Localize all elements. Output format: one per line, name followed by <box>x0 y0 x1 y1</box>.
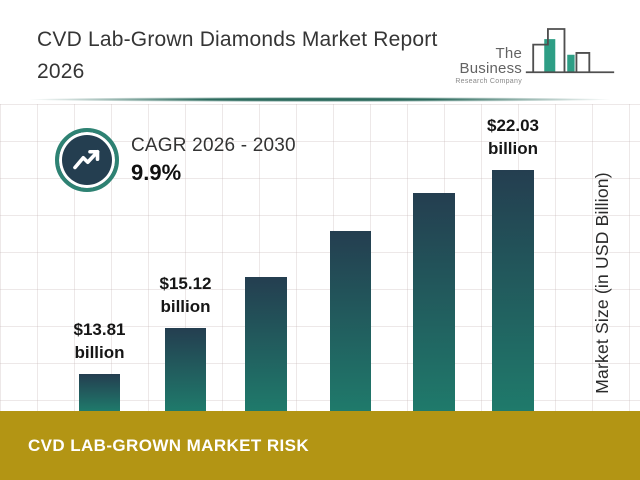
footer-banner-text: CVD LAB-GROWN MARKET RISK <box>28 435 310 455</box>
logo-company-name: The Business <box>459 45 522 77</box>
page-title-line2: 2026 <box>37 60 85 83</box>
page-title-line1: CVD Lab-Grown Diamonds Market Report <box>37 28 438 51</box>
bar-1 <box>79 374 120 411</box>
bar-value-label-1: $13.81 billion <box>73 320 126 362</box>
bar-3 <box>245 277 287 411</box>
bar-6 <box>492 170 534 411</box>
footer-banner: CVD LAB-GROWN MARKET RISK <box>0 411 640 480</box>
cagr-text: CAGR 2026 - 2030 9.9% <box>131 135 296 186</box>
cagr-badge: CAGR 2026 - 2030 9.9% <box>55 128 296 192</box>
page-title: CVD Lab-Grown Diamonds Market Report 202… <box>37 24 467 88</box>
bar-4 <box>330 231 371 411</box>
cagr-period-label: CAGR 2026 - 2030 <box>131 134 296 156</box>
header-divider <box>28 97 612 102</box>
logo-company-subname: Research Company <box>455 78 522 85</box>
logo-bars-icon <box>525 28 615 74</box>
y-axis-label: Market Size (in USD Billion) <box>592 172 612 394</box>
logo-text: The Business Research Company <box>441 46 522 85</box>
bar-chart: $13.81 billion $15.12 billion $22.03 billion <box>0 104 640 411</box>
trending-up-icon <box>55 128 119 192</box>
cagr-value: 9.9% <box>131 159 182 185</box>
bar-value-label-6: $22.03 billion <box>487 116 539 158</box>
bar-value-label-2: $15.12 billion <box>159 274 212 316</box>
logo: The Business Research Company <box>441 22 616 88</box>
bar-5 <box>413 193 455 411</box>
bar-2 <box>165 328 206 411</box>
